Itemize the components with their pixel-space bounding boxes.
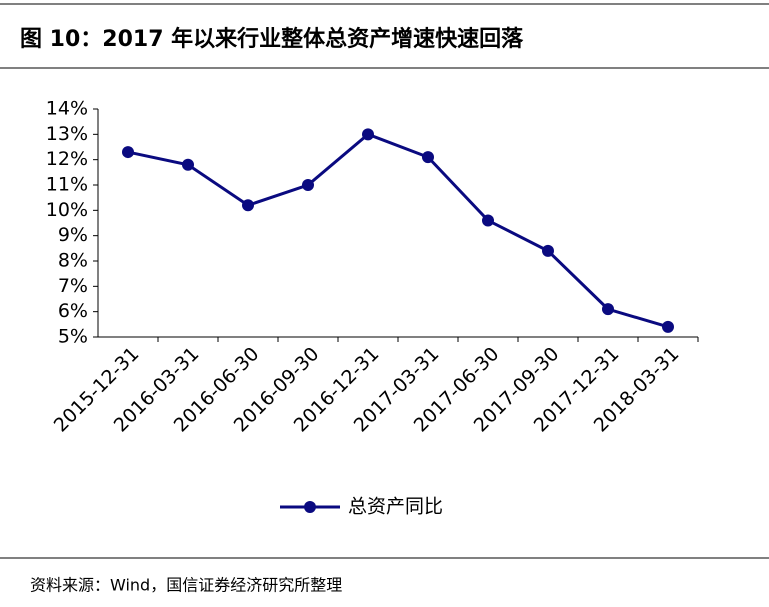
y-tick-label: 13% — [46, 123, 88, 145]
y-tick-label: 14% — [46, 98, 88, 120]
y-tick-label: 11% — [46, 174, 88, 196]
y-tick-label: 10% — [46, 199, 88, 221]
source-note: 资料来源：Wind，国信证券经济研究所整理 — [30, 576, 342, 595]
point — [302, 179, 314, 191]
chart-title: 图 10：2017 年以来行业整体总资产增速快速回落 — [20, 26, 524, 52]
point — [242, 199, 254, 212]
point — [122, 146, 134, 159]
y-tick-label: 8% — [58, 250, 88, 272]
point — [482, 214, 494, 227]
y-tick-label: 7% — [58, 275, 88, 297]
y-tick-label: 6% — [58, 300, 88, 322]
point — [362, 128, 374, 141]
legend-marker — [304, 501, 316, 513]
point — [602, 303, 614, 316]
point — [542, 244, 554, 257]
line-series — [127, 132, 669, 329]
point — [182, 158, 194, 171]
y-tick-label: 12% — [46, 148, 88, 170]
legend-label: 总资产同比 — [348, 496, 443, 518]
point — [662, 320, 674, 333]
y-tick-label: 9% — [58, 224, 88, 246]
point — [422, 151, 434, 164]
y-tick-label: 5% — [58, 326, 88, 348]
